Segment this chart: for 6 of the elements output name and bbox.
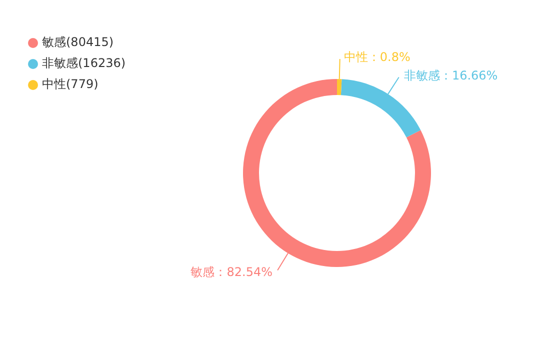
legend-label: 非敏感(16236)	[42, 56, 126, 70]
legend-label: 敏感(80415)	[42, 35, 114, 49]
data-label: 敏感：82.54%	[190, 264, 273, 279]
data-label: 非敏感：16.66%	[404, 68, 498, 83]
data-label: 中性：0.8%	[344, 50, 410, 64]
legend-label: 中性(779)	[42, 77, 98, 91]
